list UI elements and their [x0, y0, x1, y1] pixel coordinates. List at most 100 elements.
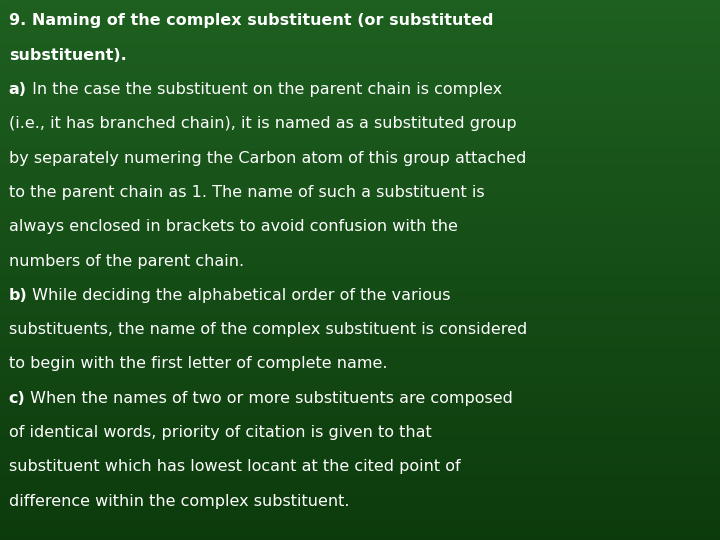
Bar: [0, 96, 720, 97]
Bar: [0, 407, 720, 409]
Bar: [0, 239, 720, 241]
Bar: [0, 288, 720, 290]
Text: numbers of the parent chain.: numbers of the parent chain.: [9, 254, 244, 268]
Bar: [0, 43, 720, 45]
Bar: [0, 428, 720, 430]
Bar: [0, 400, 720, 401]
Bar: [0, 236, 720, 238]
Bar: [0, 475, 720, 477]
Bar: [0, 227, 720, 228]
Bar: [0, 297, 720, 299]
Bar: [0, 331, 720, 333]
Bar: [0, 184, 720, 185]
Text: of identical words, priority of citation is given to that: of identical words, priority of citation…: [9, 425, 431, 440]
Bar: [0, 258, 720, 259]
Bar: [0, 15, 720, 16]
Bar: [0, 31, 720, 32]
Bar: [0, 86, 720, 88]
Bar: [0, 356, 720, 358]
Bar: [0, 385, 720, 387]
Bar: [0, 378, 720, 380]
Bar: [0, 513, 720, 515]
Bar: [0, 42, 720, 43]
Bar: [0, 164, 720, 166]
Bar: [0, 56, 720, 58]
Bar: [0, 355, 720, 356]
Bar: [0, 279, 720, 281]
Bar: [0, 349, 720, 351]
Text: When the names of two or more substituents are composed: When the names of two or more substituen…: [25, 391, 513, 406]
Bar: [0, 393, 720, 394]
Bar: [0, 81, 720, 83]
Bar: [0, 328, 720, 329]
Bar: [0, 54, 720, 56]
Bar: [0, 245, 720, 247]
Bar: [0, 191, 720, 193]
Bar: [0, 259, 720, 261]
Bar: [0, 108, 720, 110]
Bar: [0, 347, 720, 349]
Bar: [0, 220, 720, 221]
Bar: [0, 144, 720, 146]
Bar: [0, 304, 720, 306]
Bar: [0, 520, 720, 522]
Bar: [0, 120, 720, 123]
Bar: [0, 441, 720, 443]
Bar: [0, 335, 720, 336]
Bar: [0, 155, 720, 157]
Bar: [0, 344, 720, 346]
Bar: [0, 185, 720, 187]
Bar: [0, 423, 720, 425]
Bar: [0, 92, 720, 93]
Text: to the parent chain as 1. The name of such a substituent is: to the parent chain as 1. The name of su…: [9, 185, 485, 200]
Bar: [0, 432, 720, 434]
Bar: [0, 295, 720, 297]
Bar: [0, 324, 720, 326]
Bar: [0, 65, 720, 66]
Bar: [0, 362, 720, 363]
Bar: [0, 169, 720, 171]
Bar: [0, 282, 720, 285]
Bar: [0, 173, 720, 174]
Bar: [0, 353, 720, 355]
Bar: [0, 178, 720, 180]
Bar: [0, 398, 720, 400]
Bar: [0, 290, 720, 292]
Bar: [0, 209, 720, 211]
Bar: [0, 263, 720, 265]
Bar: [0, 39, 720, 42]
Bar: [0, 61, 720, 63]
Bar: [0, 382, 720, 383]
Bar: [0, 461, 720, 463]
Bar: [0, 204, 720, 205]
Bar: [0, 439, 720, 441]
Bar: [0, 493, 720, 495]
Bar: [0, 270, 720, 272]
Bar: [0, 66, 720, 69]
Bar: [0, 34, 720, 36]
Bar: [0, 459, 720, 461]
Bar: [0, 387, 720, 389]
Bar: [0, 83, 720, 85]
Bar: [0, 272, 720, 274]
Bar: [0, 482, 720, 484]
Bar: [0, 430, 720, 432]
Bar: [0, 405, 720, 407]
Bar: [0, 531, 720, 533]
Bar: [0, 340, 720, 342]
Bar: [0, 135, 720, 137]
Bar: [0, 254, 720, 255]
Bar: [0, 85, 720, 86]
Bar: [0, 153, 720, 155]
Bar: [0, 151, 720, 153]
Bar: [0, 115, 720, 117]
Bar: [0, 409, 720, 410]
Bar: [0, 248, 720, 250]
Bar: [0, 218, 720, 220]
Bar: [0, 211, 720, 212]
Bar: [0, 171, 720, 173]
Bar: [0, 110, 720, 112]
Bar: [0, 427, 720, 428]
Bar: [0, 312, 720, 313]
Text: by separately numering the Carbon atom of this group attached: by separately numering the Carbon atom o…: [9, 151, 526, 166]
